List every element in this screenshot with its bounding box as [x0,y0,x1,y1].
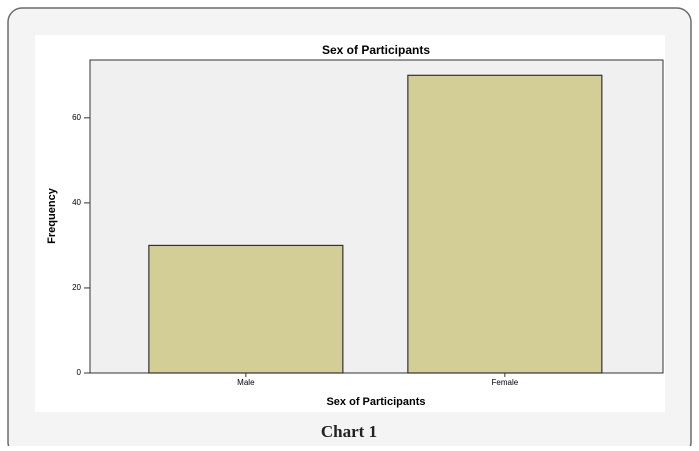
y-tick-label: 40 [72,198,81,207]
y-tick-label: 60 [72,113,81,122]
caption: Chart 1 [321,422,377,441]
bar [407,74,603,374]
x-tick-label: Male [237,378,255,387]
y-axis-label: Frequency [46,187,58,244]
y-tick-label: 0 [77,368,82,377]
y-tick-label: 20 [72,283,81,292]
bar [148,244,344,374]
chart-title: Sex of Participants [322,43,430,57]
x-axis-label: Sex of Participants [326,396,425,408]
x-tick-label: Female [492,378,519,387]
